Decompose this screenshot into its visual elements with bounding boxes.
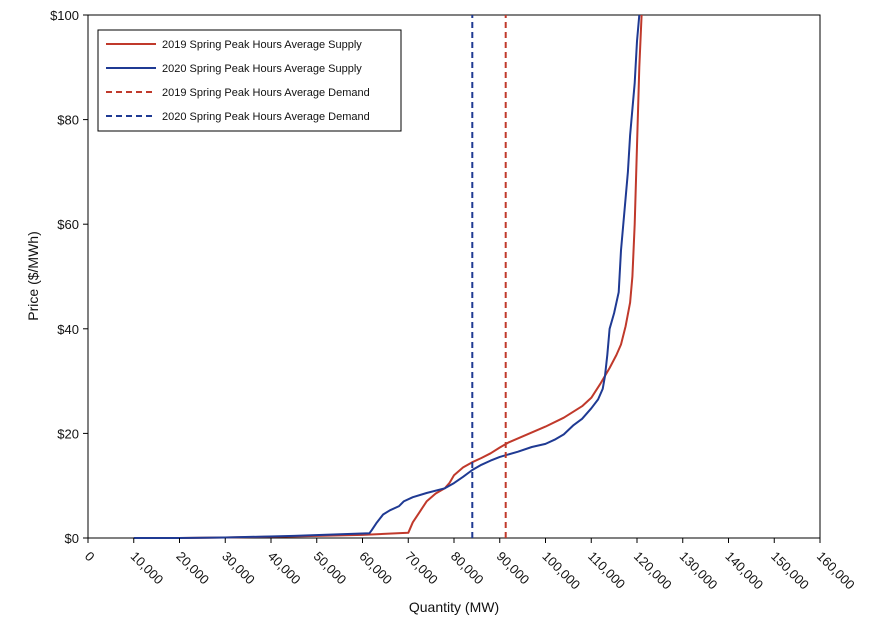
x-tick-label: 0 bbox=[82, 549, 98, 565]
y-tick-label: $20 bbox=[57, 426, 79, 441]
x-tick-label: 110,000 bbox=[585, 549, 628, 592]
x-tick-label: 100,000 bbox=[539, 549, 583, 593]
x-tick-label: 20,000 bbox=[173, 549, 212, 588]
x-axis-title: Quantity (MW) bbox=[409, 599, 499, 615]
x-tick-label: 40,000 bbox=[265, 549, 304, 588]
legend-label-2: 2020 Spring Peak Hours Average Supply bbox=[162, 63, 362, 75]
series-line-2 bbox=[133, 14, 641, 539]
x-tick-label: 150,000 bbox=[768, 549, 812, 593]
y-tick-label: $60 bbox=[57, 217, 79, 232]
legend-box bbox=[97, 29, 402, 132]
y-tick-label: $80 bbox=[57, 113, 79, 128]
y-axis: $0 $20 $40 $60 $80 $100 bbox=[50, 8, 88, 546]
x-tick-label: 90,000 bbox=[494, 549, 533, 588]
x-tick-label: 140,000 bbox=[722, 549, 766, 593]
x-tick-label: 30,000 bbox=[219, 549, 258, 588]
y-tick-label: $0 bbox=[65, 531, 79, 546]
x-tick-label: 80,000 bbox=[448, 549, 487, 588]
x-tick-label: 50,000 bbox=[311, 549, 350, 588]
x-tick-label: 160,000 bbox=[814, 549, 858, 593]
series-layer bbox=[133, 14, 643, 539]
x-tick-label: 70,000 bbox=[402, 549, 441, 588]
x-tick-label: 130,000 bbox=[677, 549, 721, 593]
y-tick-label: $40 bbox=[57, 322, 79, 337]
x-tick-label: 120,000 bbox=[631, 549, 675, 593]
legend-label-3: 2019 Spring Peak Hours Average Demand bbox=[162, 87, 370, 99]
x-axis: 0 10,000 20,000 30,000 40,000 50,000 60,000 70,… bbox=[82, 538, 858, 592]
x-tick-label: 10,000 bbox=[128, 549, 167, 588]
legend-label-4: 2020 Spring Peak Hours Average Demand bbox=[162, 111, 370, 123]
legend: 2019 Spring Peak Hours Average Supply 202… bbox=[97, 29, 402, 132]
series-line-1 bbox=[133, 14, 643, 539]
y-axis-title: Price ($/MWh) bbox=[25, 231, 41, 320]
y-tick-label: $100 bbox=[50, 8, 79, 23]
legend-label-1: 2019 Spring Peak Hours Average Supply bbox=[162, 39, 362, 51]
x-tick-label: 60,000 bbox=[356, 549, 395, 588]
